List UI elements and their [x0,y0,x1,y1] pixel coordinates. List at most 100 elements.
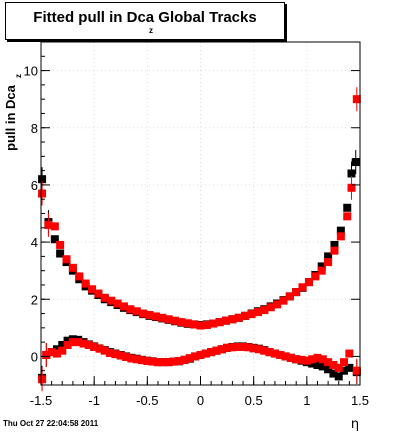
red-data-point [253,308,262,317]
red-data-point [292,288,301,297]
red-data-point [207,348,216,357]
red-data-point [169,357,178,366]
red-data-point [286,353,295,362]
red-data-point [113,299,122,308]
red-data-point [247,310,256,319]
red-data-point [223,343,232,352]
red-data-point [239,342,248,351]
red-data-point [185,354,194,363]
axis-ticks: -1.5 -1 -0.5 0 0.5 1 1.5 0 2 4 6 8 10 [24,41,369,408]
red-data-point [234,313,243,322]
red-data-point [95,344,104,353]
red-data-point [317,266,326,275]
red-data-point [244,343,253,352]
red-data-point [308,355,317,364]
red-data-point [340,358,349,367]
red-data-point [100,293,109,302]
red-data-point [100,346,109,355]
red-data-point [302,356,311,365]
red-data-point [201,349,210,358]
data-points [38,87,361,392]
red-data-point [44,220,53,229]
red-data-point [260,346,269,355]
red-data-point [63,340,72,349]
y-tick-label: 10 [24,64,38,79]
red-data-point [330,246,339,255]
red-data-point [56,240,65,249]
red-data-point [52,349,61,358]
chart-title-box: Fitted pull in Dca Global Tracks z [5,2,285,40]
red-data-point [90,342,99,351]
timestamp: Thu Oct 27 22:04:58 2011 [3,419,99,428]
red-data-point [233,342,242,351]
black-data-point [340,366,349,375]
red-data-point [297,355,306,364]
red-data-point [107,296,116,305]
black-data-point [351,158,360,167]
red-data-point [329,360,338,369]
red-data-point [42,350,51,359]
red-data-point [222,316,231,325]
red-data-point [132,307,141,316]
red-data-point [352,95,361,104]
black-data-point [329,369,338,378]
black-data-point [52,345,61,354]
black-data-point [324,252,333,261]
x-tick-label: 0 [197,393,204,408]
red-data-point [164,358,173,367]
red-data-point [304,278,313,287]
black-data-point [336,226,345,235]
red-data-point [148,357,157,366]
black-data-point [313,360,322,369]
x-axis-label: η [351,417,359,432]
red-data-point [311,272,320,281]
red-data-point [183,319,192,328]
red-data-point [119,302,128,311]
red-data-point [281,352,290,361]
red-data-point [94,289,103,298]
x-tick-label: 0.5 [245,393,263,408]
red-data-point [175,356,184,365]
red-data-point [122,352,131,361]
red-data-point [111,350,120,359]
red-data-point [38,375,47,384]
x-tick-label: -1.5 [30,393,52,408]
black-data-point [334,372,343,381]
red-data-point [228,343,237,352]
red-data-point [212,346,221,355]
red-data-point [217,345,226,354]
plot-frame [40,41,361,386]
red-data-point [298,283,307,292]
black-data-point [324,365,333,374]
red-data-point [270,349,279,358]
black-data-point [318,362,327,371]
red-data-point [276,350,285,359]
red-data-point [279,296,288,305]
red-data-point [74,338,83,347]
red-data-point [285,292,294,301]
red-data-point [347,183,356,192]
red-data-point [68,263,77,272]
red-data-point [68,338,77,347]
red-data-point [138,356,147,365]
red-data-point [228,315,237,324]
red-data-point [260,306,269,315]
red-data-point [266,303,275,312]
red-data-point [106,348,115,357]
x-tick-label: 1.5 [351,393,369,408]
red-data-point [79,339,88,348]
red-data-point [116,351,125,360]
y-tick-label: 8 [31,121,38,136]
black-data-point [347,169,356,178]
red-data-point [158,313,167,322]
black-data-point [38,175,47,184]
red-data-point [127,354,136,363]
red-data-point [324,258,333,267]
red-data-point [241,311,250,320]
black-data-point [56,249,65,258]
y-tick-label: 2 [31,292,38,307]
red-data-point [153,358,162,367]
red-data-point [336,232,345,241]
red-data-point [177,318,186,327]
